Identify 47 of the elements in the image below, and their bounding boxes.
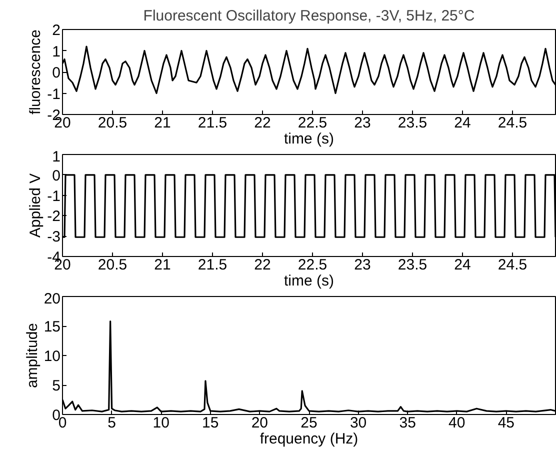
x-tick-label: 21.5 (198, 114, 228, 132)
x-axis-title: time (s) (284, 272, 334, 290)
x-tick-label: 35 (399, 414, 416, 432)
x-tick-label: 24.5 (498, 114, 528, 132)
y-tick-label: 1 (52, 43, 60, 60)
x-tick-label: 23.5 (398, 256, 428, 274)
x-tick-label: 25 (300, 414, 318, 432)
x-tick-label: 20.5 (98, 114, 128, 132)
x-axis-title: time (s) (284, 130, 334, 148)
y-tick-label: 1 (52, 148, 60, 166)
chart-title: Fluorescent Oscillatory Response, -3V, 5Hz, 25°C (143, 8, 475, 24)
x-tick-label: 24 (454, 256, 471, 274)
x-tick-label: 15 (202, 414, 219, 432)
x-tick-label: 23 (354, 256, 371, 274)
y-tick-label: 10 (44, 348, 61, 365)
y-tick-label: 0 (52, 167, 60, 184)
x-tick-label: 24.5 (498, 256, 528, 274)
y-tick-label: 5 (52, 378, 60, 394)
y-axis-title: Applied V (27, 173, 44, 238)
x-tick-label: 40 (448, 414, 466, 432)
y-axis-title: amplitude (24, 322, 41, 388)
y-tick-label: 15 (44, 318, 61, 336)
x-tick-label: 20.5 (98, 256, 128, 274)
y-tick-label: -1 (47, 86, 61, 103)
x-tick-label: 23 (354, 114, 371, 132)
x-tick-label: 20 (251, 414, 268, 432)
y-tick-label: -2 (47, 208, 61, 226)
x-tick-label: 45 (498, 414, 515, 432)
x-tick-label: 21.5 (198, 256, 228, 274)
y-tick-label: -3 (47, 228, 61, 246)
y-tick-label: 20 (44, 290, 61, 308)
x-tick-label: 10 (152, 414, 170, 432)
x-tick-label: 21 (154, 114, 171, 132)
y-axis-title: fluorescence (27, 29, 44, 115)
x-tick-label: 5 (108, 414, 116, 432)
x-tick-label: 30 (350, 414, 367, 432)
y-tick-label: 2 (52, 22, 60, 39)
x-tick-label: 23.5 (398, 114, 428, 132)
y-tick-label: -1 (47, 188, 61, 205)
x-tick-label: 22 (254, 256, 271, 274)
x-tick-label: 21 (154, 256, 171, 274)
x-tick-label: 24 (454, 114, 471, 132)
x-tick-label: 22.5 (298, 256, 328, 274)
x-tick-label: 22 (254, 114, 271, 132)
x-tick-label: 22.5 (298, 114, 328, 132)
x-axis-title: frequency (Hz) (260, 430, 358, 448)
y-tick-label: 0 (52, 64, 60, 82)
